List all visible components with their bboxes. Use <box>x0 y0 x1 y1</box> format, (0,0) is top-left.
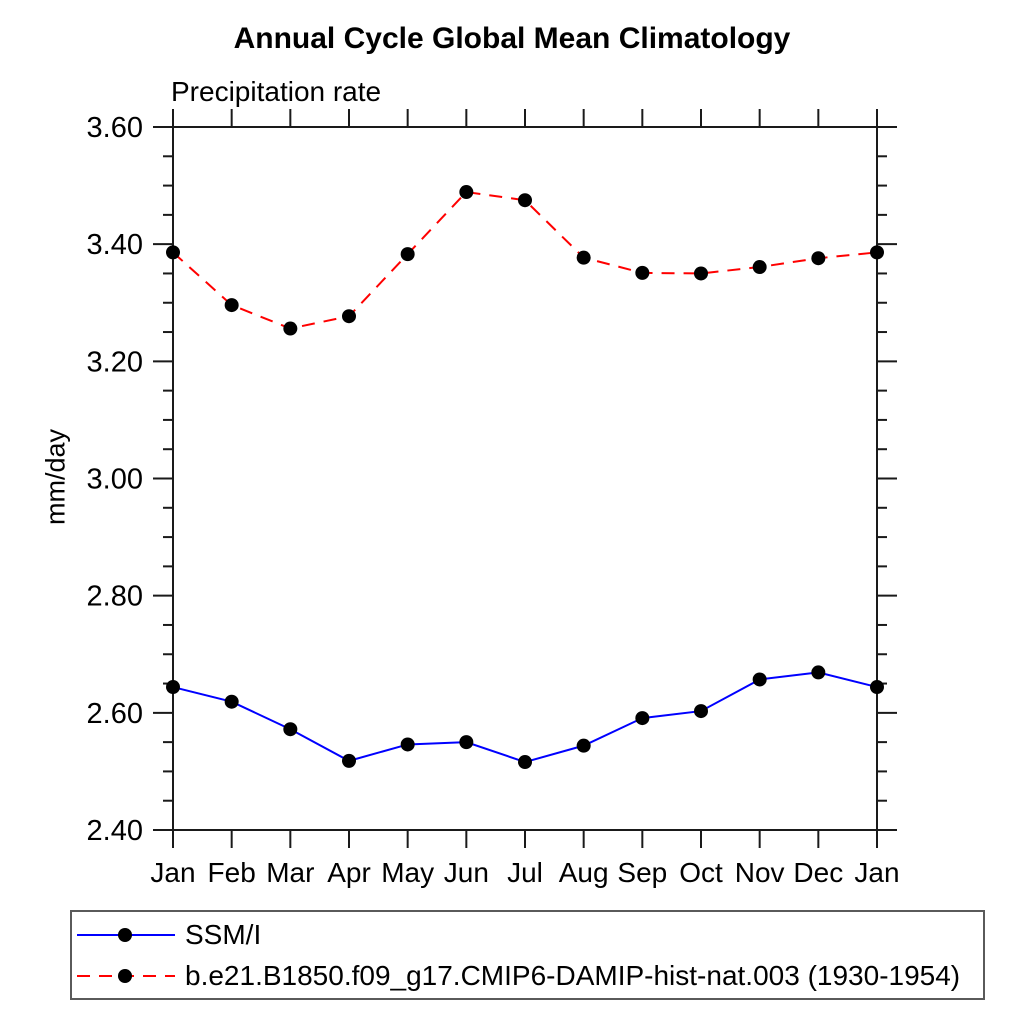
chart-title: Annual Cycle Global Mean Climatology <box>233 22 791 55</box>
svg-text:3.20: 3.20 <box>87 346 143 378</box>
svg-text:Feb: Feb <box>208 857 256 888</box>
svg-text:2.60: 2.60 <box>87 698 143 730</box>
svg-text:Aug: Aug <box>559 857 609 888</box>
svg-text:Dec: Dec <box>793 857 843 888</box>
svg-text:2.40: 2.40 <box>87 815 143 847</box>
legend: SSM/I b.e21.B1850.f09_g17.CMIP6-DAMIP-hi… <box>70 910 985 1000</box>
svg-text:3.00: 3.00 <box>87 464 143 496</box>
svg-text:Jul: Jul <box>507 857 543 888</box>
svg-text:Nov: Nov <box>735 857 785 888</box>
legend-item-ssmi: SSM/I <box>77 914 983 955</box>
svg-text:Mar: Mar <box>266 857 314 888</box>
svg-text:3.40: 3.40 <box>87 229 143 261</box>
svg-text:Jan: Jan <box>150 857 195 888</box>
svg-text:3.60: 3.60 <box>87 112 143 144</box>
legend-label: b.e21.B1850.f09_g17.CMIP6-DAMIP-hist-nat… <box>185 959 961 991</box>
svg-text:Sep: Sep <box>617 857 667 888</box>
legend-item-model: b.e21.B1850.f09_g17.CMIP6-DAMIP-hist-nat… <box>77 955 983 996</box>
svg-text:May: May <box>381 857 434 888</box>
svg-text:Apr: Apr <box>327 857 371 888</box>
legend-sample-line-solid <box>77 927 175 942</box>
svg-text:Jan: Jan <box>854 857 899 888</box>
chart-subtitle: Precipitation rate <box>171 76 382 107</box>
legend-sample-line-dashed <box>77 968 175 983</box>
legend-label: SSM/I <box>185 918 262 950</box>
svg-text:2.80: 2.80 <box>87 581 143 613</box>
svg-text:Jun: Jun <box>444 857 489 888</box>
svg-text:Oct: Oct <box>679 857 723 888</box>
